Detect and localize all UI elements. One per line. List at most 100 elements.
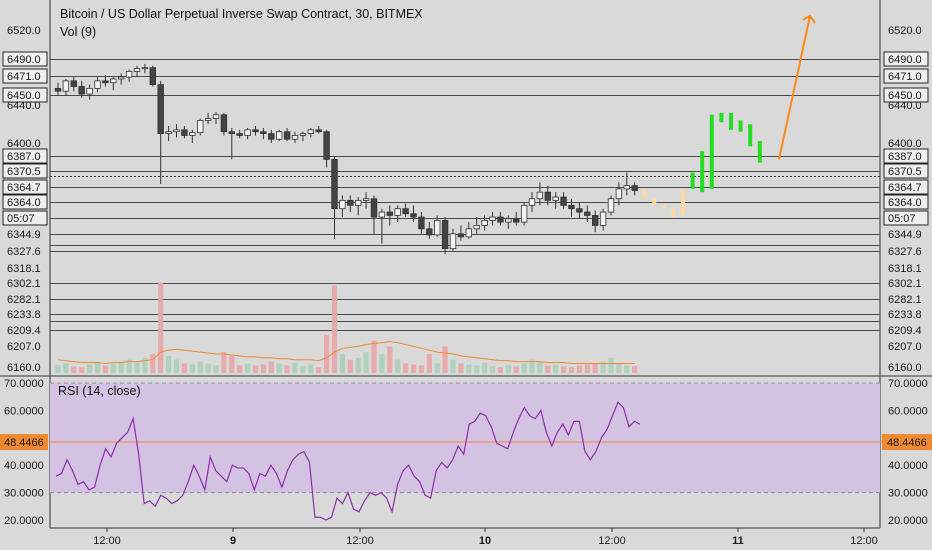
candle-body xyxy=(347,199,354,206)
candle-body xyxy=(260,131,267,134)
candle-body xyxy=(378,211,386,218)
candle-body xyxy=(576,208,583,213)
candle-body xyxy=(418,216,425,230)
volume-bar xyxy=(102,365,108,373)
candle-body xyxy=(520,204,528,223)
price-label-box xyxy=(883,51,929,67)
price-tick-label: 6233.8 xyxy=(888,309,922,321)
volume-bar xyxy=(403,363,409,373)
volume-bar xyxy=(300,366,306,373)
candle-body xyxy=(212,114,220,119)
volume-bar xyxy=(387,346,393,373)
candle-body xyxy=(283,131,291,140)
candle-body xyxy=(465,228,472,238)
projection-bar xyxy=(738,120,743,132)
price-tick-label: 6302.1 xyxy=(888,278,922,290)
volume-bar xyxy=(442,346,448,373)
price-tick-label: 6387.0 xyxy=(888,151,922,163)
volume-bar xyxy=(482,362,488,373)
volume-bar xyxy=(363,352,369,373)
price-tick-label: 6344.9 xyxy=(888,229,922,241)
volume-bar xyxy=(624,365,630,373)
projection-bar xyxy=(681,188,685,216)
candle-body xyxy=(220,114,228,133)
candle-body xyxy=(86,87,93,95)
candle-body xyxy=(560,196,567,206)
candle-body xyxy=(189,132,196,136)
candle-body xyxy=(331,158,338,210)
volume-bar xyxy=(616,363,622,373)
volume-bar xyxy=(379,354,385,373)
candle-body xyxy=(323,131,330,160)
projection-bar xyxy=(690,172,695,189)
rsi-current-value: 48.4466 xyxy=(887,437,927,449)
price-tick-label: 6364.0 xyxy=(888,197,922,209)
volume-bar xyxy=(576,365,582,373)
price-label-box xyxy=(2,210,48,226)
candle-body xyxy=(141,67,149,70)
candle-body xyxy=(78,86,85,95)
volume-bar xyxy=(331,285,338,373)
candle-body xyxy=(489,216,496,221)
volume-bar xyxy=(426,354,432,373)
price-label-box xyxy=(2,51,48,67)
rsi-band xyxy=(50,383,880,493)
candle-body xyxy=(110,78,117,84)
volume-bar xyxy=(55,365,61,373)
volume-bar xyxy=(553,364,559,373)
price-tick-label: 6471.0 xyxy=(7,71,41,83)
candle-body xyxy=(133,68,141,72)
candle-body xyxy=(252,129,259,133)
price-label-box xyxy=(2,179,48,195)
projection-bar xyxy=(642,188,647,199)
price-tick-label: 6490.0 xyxy=(7,54,41,66)
candle-body xyxy=(433,220,441,236)
candle-body xyxy=(623,185,630,190)
volume-bar xyxy=(71,366,77,373)
price-label-box xyxy=(883,210,929,226)
volume-bar xyxy=(229,355,235,373)
volume-bar xyxy=(608,357,614,373)
price-tick-label: 6318.1 xyxy=(7,263,41,275)
candle-body xyxy=(631,185,638,191)
projection-bar xyxy=(757,141,762,163)
candle-body xyxy=(568,204,575,210)
volume-bar xyxy=(418,365,424,373)
candle-body xyxy=(268,133,275,140)
candle-body xyxy=(394,208,401,216)
candle-body xyxy=(149,67,156,86)
price-tick-label: 6370.5 xyxy=(888,166,922,178)
x-tick-label: 12:00 xyxy=(93,535,121,547)
price-tick-label: 6440.0 xyxy=(888,100,922,112)
volume-bar xyxy=(316,367,322,373)
candle-body xyxy=(457,233,465,238)
price-tick-label: 6387.0 xyxy=(7,151,41,163)
candle-body xyxy=(181,129,188,136)
volume-bar xyxy=(505,365,511,373)
volume-bar xyxy=(458,363,464,373)
volume-bar xyxy=(339,354,345,373)
candle-body xyxy=(370,198,378,218)
volume-bar xyxy=(434,363,440,373)
candle-body xyxy=(70,80,77,87)
rsi-tick-label: 60.0000 xyxy=(4,405,44,417)
projection-bar xyxy=(709,114,714,189)
price-tick-label: 6209.4 xyxy=(888,325,922,337)
candle-body xyxy=(497,216,504,223)
arrow-head xyxy=(802,14,816,24)
price-tick-label: 6207.0 xyxy=(7,341,41,353)
candle-body xyxy=(125,71,133,78)
volume-bar xyxy=(600,361,606,373)
candle-body xyxy=(62,80,70,92)
candles[interactable] xyxy=(54,63,638,255)
price-label-box xyxy=(2,163,48,179)
price-tick-label: 6209.4 xyxy=(7,325,41,337)
candle-body xyxy=(410,213,417,218)
projection-bar xyxy=(661,205,666,209)
candle-body xyxy=(536,191,544,200)
volume-label: Vol (9) xyxy=(60,25,96,39)
price-tick-label: 6450.0 xyxy=(7,90,41,102)
volume-bar xyxy=(450,359,456,373)
candle-body xyxy=(307,129,314,134)
